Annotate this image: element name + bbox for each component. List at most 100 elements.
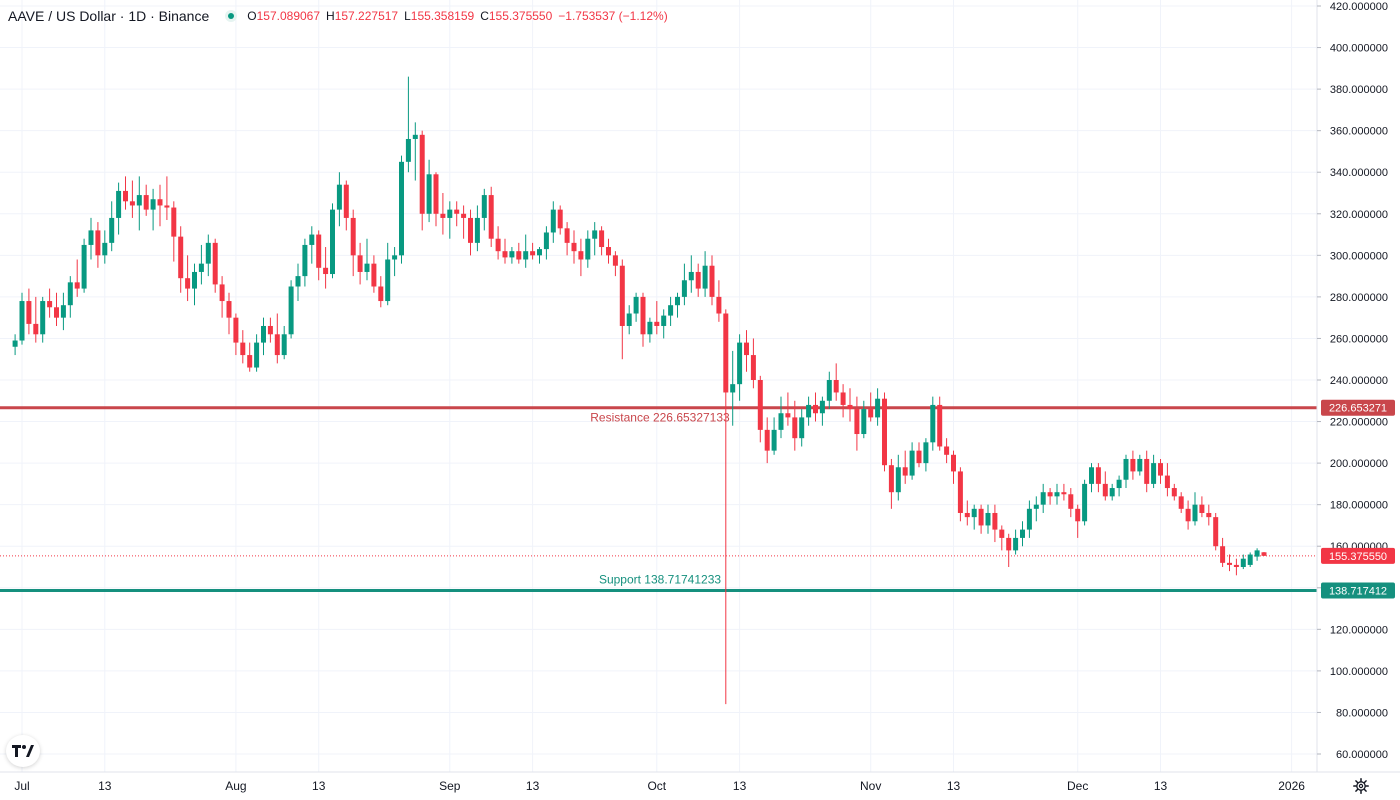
price-tick-label: 60.000000 bbox=[1336, 749, 1388, 761]
candle bbox=[951, 450, 956, 484]
candle bbox=[316, 230, 322, 281]
candle bbox=[1020, 521, 1025, 547]
candle bbox=[868, 392, 874, 422]
price-axis[interactable]: 420.000000 400.000000 380.000000 360.000000… bbox=[1317, 1, 1388, 761]
candle-body bbox=[992, 512, 998, 530]
candle bbox=[1158, 458, 1163, 484]
candle bbox=[371, 255, 377, 293]
candle bbox=[930, 396, 936, 451]
candle bbox=[647, 317, 653, 343]
candle bbox=[1227, 554, 1232, 572]
candle bbox=[261, 317, 266, 356]
candle bbox=[819, 396, 825, 426]
candle bbox=[495, 226, 501, 260]
candle bbox=[702, 251, 708, 297]
time-axis[interactable]: Jul 13 Aug 13 Sep 13 Oct 13 Nov 13 Dec 13 2026 bbox=[14, 779, 1305, 793]
candle-body bbox=[723, 313, 729, 393]
candle bbox=[985, 504, 991, 534]
candle-body bbox=[102, 242, 108, 256]
candle-body bbox=[1109, 488, 1115, 497]
candle-body bbox=[826, 380, 832, 401]
candle-body bbox=[964, 512, 970, 518]
candle bbox=[1054, 483, 1060, 505]
candle-body bbox=[806, 404, 812, 418]
candle bbox=[26, 288, 32, 335]
candle bbox=[1102, 471, 1108, 501]
candle-body bbox=[668, 305, 674, 316]
candle-body bbox=[978, 508, 984, 526]
candle-body bbox=[1123, 458, 1129, 480]
candle-body bbox=[1068, 494, 1074, 509]
candle-body bbox=[1095, 467, 1101, 484]
price-tick-label: 300.000000 bbox=[1330, 250, 1388, 262]
candle-body bbox=[385, 259, 391, 302]
candle bbox=[488, 186, 494, 248]
candle bbox=[1109, 483, 1115, 501]
candle bbox=[399, 155, 404, 264]
candle-body bbox=[192, 271, 197, 289]
candle-body bbox=[392, 255, 398, 260]
candle bbox=[1213, 512, 1219, 551]
time-tick-label: 13 bbox=[526, 779, 540, 793]
candle-body bbox=[1130, 458, 1136, 472]
candle bbox=[109, 201, 115, 252]
candle-body bbox=[1178, 496, 1184, 509]
candle-body bbox=[295, 276, 301, 287]
candle bbox=[640, 292, 646, 347]
candle bbox=[557, 205, 563, 235]
candle bbox=[992, 504, 998, 543]
candle-body bbox=[1047, 492, 1053, 497]
candle bbox=[419, 130, 425, 231]
candle bbox=[288, 280, 294, 339]
support-line-label: Support 138.71741233 bbox=[599, 572, 721, 586]
candle-body bbox=[647, 321, 653, 335]
candle bbox=[123, 176, 128, 210]
symbol-legend: AAVE / US Dollar · 1D · Binance O 157.08… bbox=[8, 6, 674, 26]
high-value: 157.227517 bbox=[334, 9, 399, 23]
candle bbox=[12, 334, 18, 356]
candle bbox=[336, 172, 342, 227]
price-label-text: 155.375550 bbox=[1329, 551, 1387, 563]
candle-body bbox=[1033, 504, 1039, 509]
candle bbox=[309, 226, 315, 264]
candle bbox=[481, 188, 487, 231]
candle-body bbox=[675, 296, 680, 306]
candle-body bbox=[606, 247, 611, 256]
open-label: O bbox=[247, 9, 257, 23]
symbol-title[interactable]: AAVE / US Dollar · 1D · Binance bbox=[8, 8, 210, 24]
candle-body bbox=[902, 467, 908, 476]
candle-body bbox=[1040, 492, 1046, 505]
candle bbox=[81, 238, 87, 293]
candle bbox=[433, 172, 439, 227]
candle bbox=[1006, 533, 1012, 567]
price-tick-label: 260.000000 bbox=[1330, 333, 1388, 345]
candle bbox=[833, 363, 839, 401]
candle bbox=[1240, 554, 1246, 570]
time-tick-label: 13 bbox=[1154, 779, 1168, 793]
candle bbox=[1206, 504, 1212, 526]
market-status-icon[interactable] bbox=[225, 10, 238, 22]
candle-body bbox=[916, 450, 922, 464]
change-value: −1.753537 (−1.12%) bbox=[558, 9, 668, 23]
gear-icon[interactable] bbox=[1352, 777, 1370, 795]
tradingview-logo-icon[interactable] bbox=[6, 735, 40, 767]
candle bbox=[1220, 537, 1226, 567]
candle bbox=[1047, 488, 1053, 505]
candle bbox=[1171, 483, 1177, 501]
candle bbox=[198, 244, 204, 285]
candle bbox=[226, 292, 232, 335]
candle-body bbox=[1164, 475, 1170, 489]
candle bbox=[902, 450, 908, 484]
candle-body bbox=[999, 529, 1005, 538]
candle-body bbox=[930, 404, 936, 443]
candle-body bbox=[612, 255, 618, 266]
candle bbox=[392, 247, 398, 277]
candle-body bbox=[350, 217, 356, 256]
candle bbox=[330, 203, 335, 279]
candle bbox=[295, 263, 301, 302]
candle-body bbox=[205, 242, 211, 264]
candle-body bbox=[1144, 458, 1150, 484]
candle-body bbox=[861, 409, 867, 435]
candle-body bbox=[116, 190, 122, 218]
